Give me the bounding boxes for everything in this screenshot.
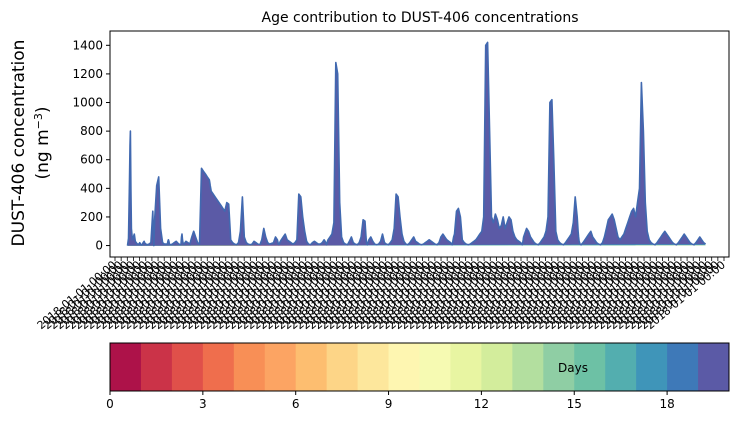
axes-frame: [109, 30, 730, 258]
colorbar-tick-label: 0: [106, 397, 114, 411]
colorbar-cell: [326, 343, 359, 391]
colorbar-cell: [605, 343, 637, 391]
colorbar-cell: [543, 343, 575, 391]
age-layer-19-20: [127, 42, 706, 246]
colorbar-cell: [140, 343, 173, 391]
colorbar-cell: [512, 343, 544, 391]
y-tick-label: 400: [80, 181, 103, 195]
colorbar-tick-label: 18: [659, 397, 674, 411]
x-axis-ticks: [114, 257, 725, 261]
colorbar-cell: [171, 343, 204, 391]
colorbar-cells: [110, 343, 730, 391]
colorbar-tick-label: 3: [199, 397, 207, 411]
colorbar-cell: [419, 343, 451, 391]
colorbar-label: Days: [558, 361, 588, 375]
y-tick-label: 600: [80, 153, 103, 167]
y-tick-label: 1000: [72, 96, 103, 110]
colorbar-cell: [357, 343, 390, 391]
y-axis-ticks: 0 200 400 600 800 1000 1200 1400: [72, 38, 110, 253]
y-axis-label-line1: DUST-406 concentration: [9, 40, 29, 247]
colorbar-cell: [481, 343, 513, 391]
main-axes: Age contribution to DUST-406 concentrati…: [9, 10, 730, 332]
colorbar-cell: [202, 343, 235, 391]
colorbar-cell: [574, 343, 606, 391]
colorbar-cell: [110, 343, 142, 391]
colorbar-cell: [667, 343, 699, 391]
y-tick-label: 200: [80, 210, 103, 224]
colorbar-cell: [233, 343, 266, 391]
colorbar-cell: [295, 343, 328, 391]
y-axis-label-line2: (ng m−3): [32, 106, 54, 179]
colorbar-ticks: 0 3 6 9 12 15 18: [106, 391, 675, 411]
total-line-group: [126, 41, 707, 247]
colorbar-tick-label: 6: [292, 397, 300, 411]
colorbar-cell: [388, 343, 420, 391]
colorbar-cell: [264, 343, 297, 391]
total-concentration-line: [126, 41, 707, 247]
colorbar-tick-label: 15: [567, 397, 582, 411]
y-tick-label: 800: [80, 124, 103, 138]
colorbar-cell: [450, 343, 482, 391]
chart-title: Age contribution to DUST-406 concentrati…: [262, 10, 579, 26]
plot-area: [109, 30, 730, 258]
colorbar-tick-label: 12: [474, 397, 489, 411]
y-axis-label: DUST-406 concentration (ng m−3): [9, 40, 53, 247]
colorbar-frame: [109, 342, 730, 392]
stacked-area-layers: [127, 42, 706, 246]
colorbar: Days 0 3 6 9 12 15 18: [106, 342, 730, 411]
y-tick-label: 1200: [72, 67, 103, 81]
colorbar-cell: [636, 343, 668, 391]
y-tick-label: 1400: [72, 38, 103, 52]
y-tick-label: 0: [95, 239, 103, 253]
colorbar-cell: [698, 343, 730, 391]
colorbar-tick-label: 9: [385, 397, 393, 411]
